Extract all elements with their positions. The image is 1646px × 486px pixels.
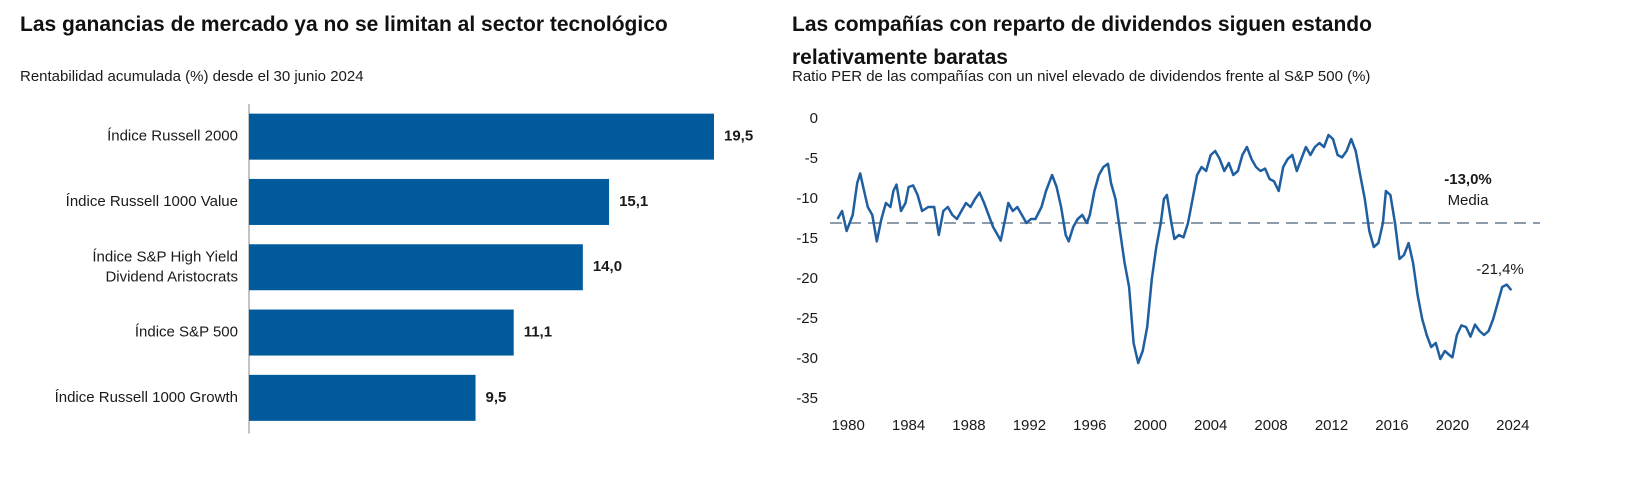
x-tick-label: 1992 xyxy=(1013,417,1046,434)
category-label: Índice Russell 2000 xyxy=(107,128,238,145)
bar xyxy=(249,244,583,291)
right-title: Las compañías con reparto de dividendos … xyxy=(792,13,1372,69)
x-tick-label: 2020 xyxy=(1436,417,1469,434)
bar xyxy=(249,113,714,160)
x-tick-label: 1988 xyxy=(952,417,985,434)
value-label: 15,1 xyxy=(619,193,648,210)
x-tick-label: 2004 xyxy=(1194,417,1227,434)
x-tick-label: 2012 xyxy=(1315,417,1348,434)
x-tick-label: 2000 xyxy=(1134,417,1167,434)
mean-text: Media xyxy=(1448,192,1490,209)
left-subtitle: Rentabilidad acumulada (%) desde el 30 j… xyxy=(20,68,364,85)
y-tick-label: -20 xyxy=(796,270,818,287)
bar xyxy=(249,374,476,421)
x-tick-label: 1996 xyxy=(1073,417,1106,434)
bar xyxy=(249,309,514,356)
left-title: Las ganancias de mercado ya no se limita… xyxy=(20,13,668,36)
x-tick-label: 2008 xyxy=(1254,417,1287,434)
y-tick-label: -5 xyxy=(805,150,818,167)
value-label: 9,5 xyxy=(486,389,507,406)
y-tick-label: -10 xyxy=(796,190,818,207)
x-tick-label: 2024 xyxy=(1496,417,1529,434)
value-label: 19,5 xyxy=(724,128,753,145)
bar xyxy=(249,178,610,225)
x-tick-label: 1980 xyxy=(831,417,864,434)
value-label: 11,1 xyxy=(524,324,552,341)
category-label: Índice S&P 500 xyxy=(135,324,238,341)
category-label: Índice S&P High Yield Dividend Aristocrat… xyxy=(92,248,238,285)
end-label: -21,4% xyxy=(1476,261,1524,278)
category-label: Índice Russell 1000 Value xyxy=(66,193,238,210)
value-label: 14,0 xyxy=(593,258,622,275)
mean-label: -13,0% xyxy=(1444,171,1492,188)
line-series xyxy=(836,133,1513,365)
right-subtitle: Ratio PER de las compañías con un nivel … xyxy=(792,68,1371,85)
y-tick-label: -30 xyxy=(796,350,818,367)
x-tick-label: 2016 xyxy=(1375,417,1408,434)
y-tick-label: -25 xyxy=(796,310,818,327)
category-label: Índice Russell 1000 Growth xyxy=(55,389,238,406)
y-tick-label: 0 xyxy=(810,110,818,127)
y-tick-label: -35 xyxy=(796,390,818,407)
x-tick-label: 1984 xyxy=(892,417,925,434)
y-tick-label: -15 xyxy=(796,230,818,247)
